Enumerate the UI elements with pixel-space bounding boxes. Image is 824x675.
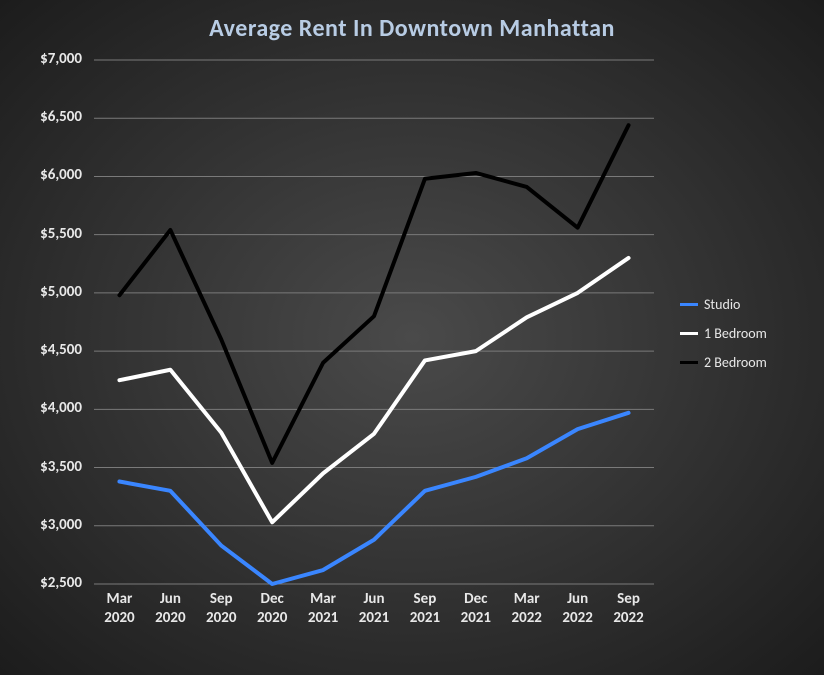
x-axis-label: Sep2021 [399, 590, 450, 628]
x-axis-label-year: 2020 [257, 609, 287, 627]
legend-item: 2 Bedroom [680, 354, 767, 371]
legend: Studio 1 Bedroom 2 Bedroom [680, 296, 767, 383]
series-line [119, 413, 628, 584]
x-axis-label-month: Jun [160, 590, 181, 608]
x-axis-label-year: 2020 [155, 609, 185, 627]
y-axis-label: $3,500 [0, 458, 82, 476]
legend-label: 2 Bedroom [704, 354, 767, 371]
x-axis-label-month: Sep [414, 590, 437, 608]
x-axis-label-year: 2022 [613, 609, 643, 627]
y-axis-label: $6,000 [0, 166, 82, 184]
x-axis-label-month: Dec [261, 590, 284, 608]
x-axis-label-month: Sep [210, 590, 233, 608]
y-axis-label: $3,000 [0, 516, 82, 534]
x-axis-label: Jun2021 [349, 590, 400, 628]
x-axis-label-month: Mar [310, 590, 336, 608]
x-axis-label: Mar2022 [501, 590, 552, 628]
x-axis-label-year: 2021 [308, 609, 338, 627]
series-line [119, 125, 628, 463]
y-axis-label: $6,500 [0, 108, 82, 126]
legend-item: Studio [680, 296, 767, 313]
x-axis-label-year: 2021 [410, 609, 440, 627]
x-axis-label-year: 2020 [206, 609, 236, 627]
y-axis-label: $5,500 [0, 225, 82, 243]
x-axis-label-month: Dec [464, 590, 487, 608]
y-axis-label: $2,500 [0, 574, 82, 592]
y-axis-label: $7,000 [0, 50, 82, 68]
legend-label: Studio [704, 296, 740, 313]
line-chart: Average Rent In Downtown Manhattan Studi… [0, 0, 824, 675]
y-axis-label: $5,000 [0, 283, 82, 301]
legend-swatch [680, 303, 698, 306]
x-axis-label: Mar2021 [298, 590, 349, 628]
x-axis-label-year: 2022 [562, 609, 592, 627]
x-axis-label: Sep2020 [196, 590, 247, 628]
x-axis-label: Sep2022 [603, 590, 654, 628]
x-axis-label-month: Jun [363, 590, 384, 608]
x-axis-label: Mar2020 [94, 590, 145, 628]
x-axis-label-year: 2021 [461, 609, 491, 627]
x-axis-label: Dec2020 [247, 590, 298, 628]
legend-swatch [680, 332, 698, 335]
x-axis-label-month: Mar [107, 590, 133, 608]
y-axis-label: $4,500 [0, 341, 82, 359]
x-axis-label-year: 2020 [104, 609, 134, 627]
series-line [119, 258, 628, 522]
x-axis-label: Jun2020 [145, 590, 196, 628]
x-axis-label-year: 2021 [359, 609, 389, 627]
x-axis-label: Jun2022 [552, 590, 603, 628]
x-axis-label-month: Jun [567, 590, 588, 608]
chart-title: Average Rent In Downtown Manhattan [0, 14, 824, 43]
x-axis-label: Dec2021 [450, 590, 501, 628]
x-axis-label-year: 2022 [512, 609, 542, 627]
x-axis-label-month: Sep [617, 590, 640, 608]
x-axis-label-month: Mar [514, 590, 540, 608]
legend-item: 1 Bedroom [680, 325, 767, 342]
legend-swatch [680, 361, 698, 364]
legend-label: 1 Bedroom [704, 325, 767, 342]
y-axis-label: $4,000 [0, 399, 82, 417]
